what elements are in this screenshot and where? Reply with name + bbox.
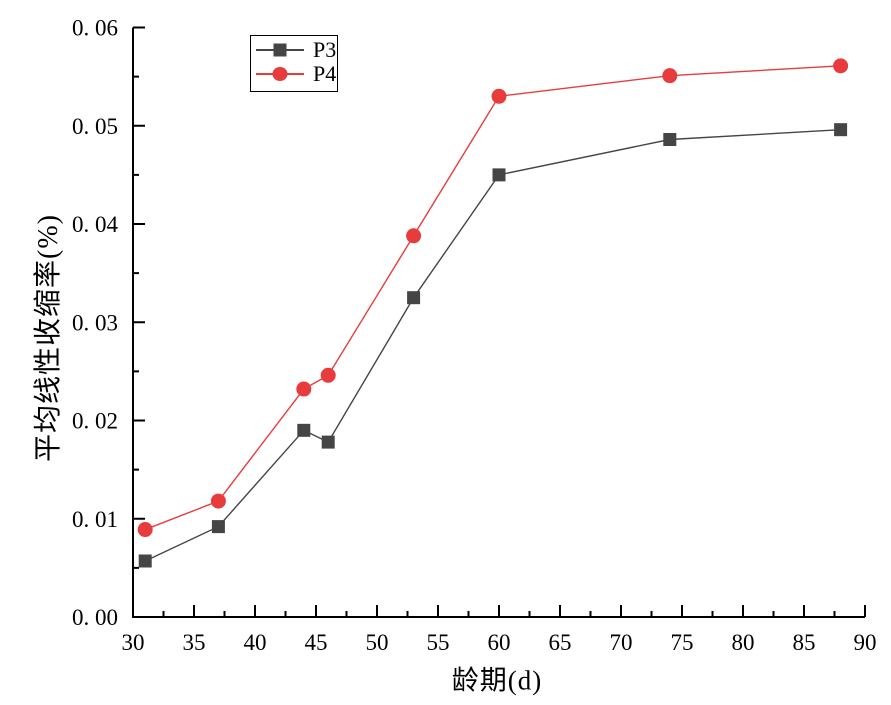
legend-entry-p3: P3 [256, 37, 337, 62]
x-tick-label: 90 [854, 630, 877, 655]
data-point-p4 [662, 68, 678, 84]
x-tick-label: 55 [427, 630, 450, 655]
x-tick-label: 45 [305, 630, 328, 655]
p3-key-sample [256, 42, 304, 58]
data-point-p4 [296, 381, 312, 397]
data-point-p3 [321, 435, 335, 449]
y-tick-label: 0. 00 [72, 605, 118, 630]
p4-circle-marker-icon [272, 67, 288, 81]
legend-label-p3: P3 [313, 37, 337, 62]
data-point-p4 [137, 522, 153, 538]
x-tick-label: 85 [793, 630, 816, 655]
x-tick-label: 35 [183, 630, 206, 655]
data-point-p4 [833, 58, 849, 74]
x-tick-label: 40 [244, 630, 267, 655]
x-tick-label: 80 [732, 630, 755, 655]
x-tick-label: 50 [366, 630, 389, 655]
y-axis-title: 平均线性收缩率(%) [33, 214, 64, 462]
data-point-p3 [834, 123, 848, 137]
data-point-p4 [406, 228, 422, 244]
series-line-p3 [144, 128, 841, 562]
axes [132, 27, 865, 618]
y-tick-label: 0. 03 [72, 310, 118, 335]
data-point-p4 [210, 493, 226, 509]
x-tick-label: 65 [549, 630, 572, 655]
legend: P3 P4 [250, 35, 338, 92]
y-tick-label: 0. 06 [72, 16, 118, 41]
data-point-p3 [663, 133, 677, 147]
data-point-p3 [138, 554, 152, 568]
data-point-p4 [320, 367, 336, 383]
legend-label-p4: P4 [313, 61, 337, 86]
data-point-p4 [491, 88, 507, 104]
y-tick-label: 0. 04 [72, 212, 119, 237]
y-tick-label: 0. 01 [72, 507, 118, 532]
legend-entry-p4: P4 [256, 61, 337, 86]
data-point-p3 [211, 520, 225, 534]
p3-square-marker-icon [273, 43, 287, 57]
x-tick-label: 30 [122, 630, 145, 655]
x-tick-label: 70 [610, 630, 633, 655]
series-line-p4 [144, 65, 841, 531]
y-tick-label: 0. 02 [72, 409, 118, 434]
data-point-p3 [407, 291, 421, 305]
data-point-p3 [297, 423, 311, 437]
x-tick-label: 75 [671, 630, 694, 655]
x-axis-title: 龄期(d) [451, 665, 543, 696]
p4-key-sample [256, 66, 304, 82]
x-tick-label: 60 [488, 630, 511, 655]
data-point-p3 [492, 168, 506, 182]
y-tick-label: 0. 05 [72, 114, 118, 139]
